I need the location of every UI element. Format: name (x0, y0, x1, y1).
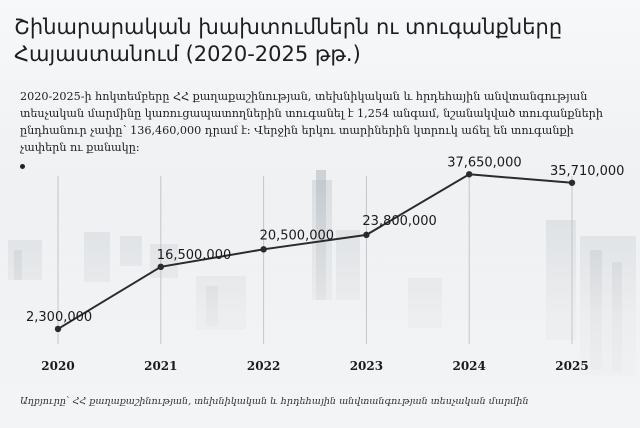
x-tick-2023: 2023 (350, 359, 383, 373)
value-label-2020: 2,300,000 (26, 310, 92, 325)
data-point-2023 (363, 231, 370, 239)
value-label-2025: 35,710,000 (550, 164, 624, 179)
value-labels: 2,300,000 16,500,000 20,500,000 23,800,000 3… (26, 155, 624, 325)
data-points (54, 171, 576, 333)
x-tick-2020: 2020 (41, 359, 74, 373)
data-point-2024 (466, 171, 473, 178)
page-title: Շինարարական խախտումներն ու տուգանքները Հ… (14, 15, 563, 66)
data-point-2021 (157, 263, 164, 271)
value-label-2022: 20,500,000 (260, 228, 334, 243)
x-tick-labels: 2020 2021 2022 2023 2024 2025 (41, 359, 588, 373)
bullet-dot (20, 164, 25, 169)
value-label-2021: 16,500,000 (157, 248, 231, 263)
value-label-2024: 37,650,000 (447, 155, 521, 170)
x-tick-2021: 2021 (144, 359, 177, 373)
series-line (57, 173, 573, 330)
data-point-2022 (260, 246, 267, 253)
data-point-2020 (54, 325, 62, 333)
data-point-2025 (568, 179, 576, 186)
source-note: Աղբյուրը՝ ՀՀ քաղաքաշինության, տեխնիկական… (20, 396, 529, 407)
x-tick-2025: 2025 (555, 359, 588, 373)
chart-description: 2020-2025-ի հոկտեմբերը ՀՀ քաղաքաշինությա… (20, 90, 603, 154)
x-tick-2024: 2024 (452, 359, 485, 373)
value-label-2023: 23,800,000 (362, 214, 436, 229)
gridlines (57, 176, 573, 344)
x-tick-2022: 2022 (247, 359, 280, 373)
